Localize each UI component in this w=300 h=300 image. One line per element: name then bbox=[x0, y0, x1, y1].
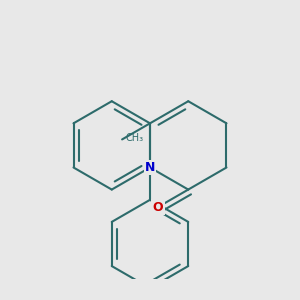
Text: N: N bbox=[145, 161, 155, 174]
Text: O: O bbox=[153, 200, 163, 214]
Text: CH₃: CH₃ bbox=[126, 133, 144, 142]
